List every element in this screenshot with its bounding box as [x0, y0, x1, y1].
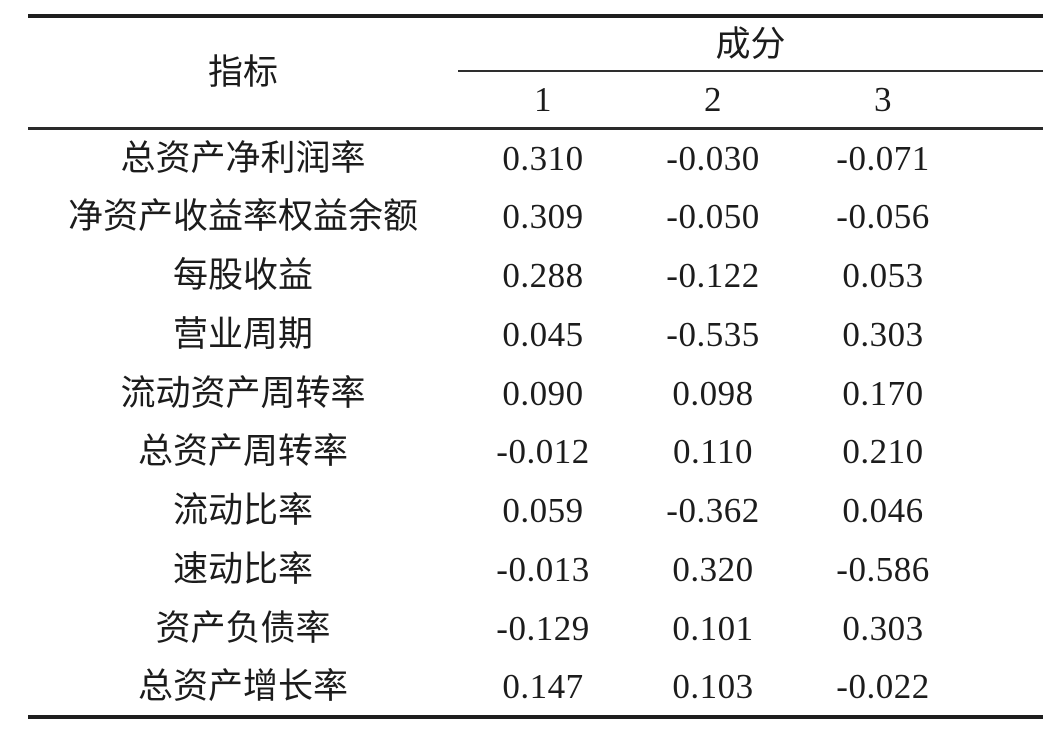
- row-spacer: [968, 599, 1043, 658]
- row-value: 0.046: [842, 491, 924, 531]
- row-value: -0.362: [666, 491, 760, 531]
- table-row: 每股收益 0.288 -0.122 0.053: [28, 246, 1043, 305]
- header-row-components: 1 2 3: [28, 71, 1044, 130]
- row-value: -0.050: [666, 196, 760, 236]
- row-spacer: [968, 540, 1043, 599]
- row-label: 每股收益: [172, 255, 313, 295]
- row-label: 总资产周转率: [137, 432, 348, 472]
- row-label: 营业周期: [172, 314, 313, 354]
- table-row: 资产负债率 -0.129 0.101 0.303: [28, 599, 1043, 658]
- row-value: 0.103: [672, 666, 754, 706]
- component-header: 成分: [458, 16, 1044, 72]
- table-row: 总资产净利润率 0.310 -0.030 -0.071: [28, 128, 1043, 187]
- row-value: -0.012: [496, 432, 590, 472]
- row-spacer: [968, 364, 1043, 423]
- row-spacer: [968, 658, 1043, 717]
- component-matrix-table: 指标 成分 1 2 3 总资产净利润率 0.310 -0.030 -0.071 …: [28, 14, 1044, 719]
- table-row: 营业周期 0.045 -0.535 0.303: [28, 305, 1043, 364]
- row-value: 0.098: [672, 373, 754, 413]
- row-value: -0.022: [836, 666, 930, 706]
- table-row: 速动比率 -0.013 0.320 -0.586: [28, 540, 1043, 599]
- row-spacer: [968, 422, 1043, 481]
- row-value: 0.288: [502, 255, 584, 295]
- row-value: -0.030: [666, 138, 760, 178]
- row-value: -0.586: [836, 550, 930, 590]
- row-value: 0.053: [842, 255, 924, 295]
- table-row: 总资产周转率 -0.012 0.110 0.210: [28, 422, 1043, 481]
- row-value: -0.535: [666, 314, 760, 354]
- header-row-group: 指标 成分: [28, 16, 1044, 130]
- row-spacer: [968, 246, 1043, 305]
- row-value: -0.129: [496, 609, 590, 649]
- indicator-header: 指标: [28, 16, 458, 130]
- row-value: 0.170: [842, 373, 924, 413]
- row-label: 流动比率: [172, 491, 313, 531]
- component-column-2: 2: [628, 71, 798, 130]
- component-column-3: 3: [798, 71, 968, 130]
- row-value: 0.310: [502, 138, 584, 178]
- row-value: 0.303: [842, 314, 924, 354]
- row-label: 净资产收益率权益余额: [67, 196, 418, 236]
- row-value: 0.059: [502, 491, 584, 531]
- row-label: 流动资产周转率: [120, 373, 366, 413]
- row-value: -0.056: [836, 196, 930, 236]
- table-row: 流动资产周转率 0.090 0.098 0.170: [28, 364, 1043, 423]
- row-label: 总资产净利润率: [120, 138, 366, 178]
- row-spacer: [968, 128, 1043, 187]
- row-value: 0.210: [842, 432, 924, 472]
- row-value: 0.309: [502, 196, 584, 236]
- row-label: 资产负债率: [155, 609, 331, 649]
- row-value: 0.303: [842, 609, 924, 649]
- row-value: 0.147: [502, 666, 584, 706]
- table-row: 流动比率 0.059 -0.362 0.046: [28, 481, 1043, 540]
- table-body: 总资产净利润率 0.310 -0.030 -0.071 净资产收益率权益余额 0…: [28, 128, 1043, 717]
- row-value: 0.320: [672, 550, 754, 590]
- row-value: 0.090: [502, 373, 584, 413]
- row-value: -0.122: [666, 255, 760, 295]
- row-value: 0.110: [673, 432, 753, 472]
- component-column-1: 1: [458, 71, 628, 130]
- row-value: -0.013: [496, 550, 590, 590]
- table-row: 总资产增长率 0.147 0.103 -0.022: [28, 658, 1043, 717]
- row-spacer: [968, 187, 1043, 246]
- table-row: 净资产收益率权益余额 0.309 -0.050 -0.056: [28, 187, 1043, 246]
- header-spacer: [968, 71, 1044, 130]
- row-label: 速动比率: [172, 550, 313, 590]
- row-spacer: [968, 305, 1043, 364]
- row-value: 0.045: [502, 314, 584, 354]
- row-spacer: [968, 481, 1043, 540]
- row-value: 0.101: [672, 609, 754, 649]
- row-value: -0.071: [836, 138, 930, 178]
- row-label: 总资产增长率: [137, 666, 348, 706]
